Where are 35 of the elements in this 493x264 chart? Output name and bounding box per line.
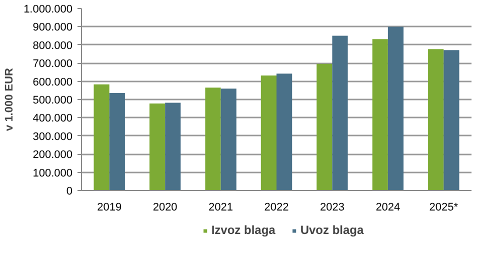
bar (332, 36, 348, 190)
y-tick-label: 500.000 (32, 94, 73, 106)
bar (316, 64, 332, 190)
bar (260, 75, 276, 190)
x-tick-label: 2019 (97, 202, 122, 214)
y-tick-label: 700.000 (32, 58, 73, 70)
bar (372, 39, 388, 190)
bar (276, 74, 292, 190)
x-tick-label: 2023 (320, 202, 344, 214)
y-tick-label: 600.000 (32, 76, 73, 88)
bar (220, 88, 236, 190)
bar (149, 104, 166, 190)
x-tick-label: 2022 (264, 202, 289, 214)
y-tick-label: 900.000 (32, 22, 73, 34)
x-tick-label: 2024 (376, 202, 400, 214)
legend-label: Izvoz blaga (211, 223, 276, 237)
bar (444, 50, 460, 190)
y-tick-label: 100.000 (32, 167, 73, 180)
y-axis-title: v 1.000 EUR (4, 68, 16, 131)
legend-label: Uvoz blaga (300, 223, 364, 237)
bar (428, 49, 444, 190)
bar (388, 26, 404, 190)
y-tick-label: 1.000.000 (24, 4, 72, 16)
x-tick-label: 2025* (429, 202, 459, 214)
y-tick-label: 0 (66, 186, 73, 198)
y-tick-label: 300.000 (32, 130, 73, 143)
y-tick-label: 200.000 (32, 149, 73, 162)
x-tick-label: 2021 (208, 202, 234, 214)
bar (205, 88, 221, 190)
y-tick-label: 800.000 (32, 40, 73, 52)
x-tick-label: 2020 (152, 202, 178, 214)
bar (109, 92, 125, 190)
bar (94, 84, 110, 190)
bar (165, 102, 181, 190)
y-tick-label: 400.000 (32, 112, 73, 125)
